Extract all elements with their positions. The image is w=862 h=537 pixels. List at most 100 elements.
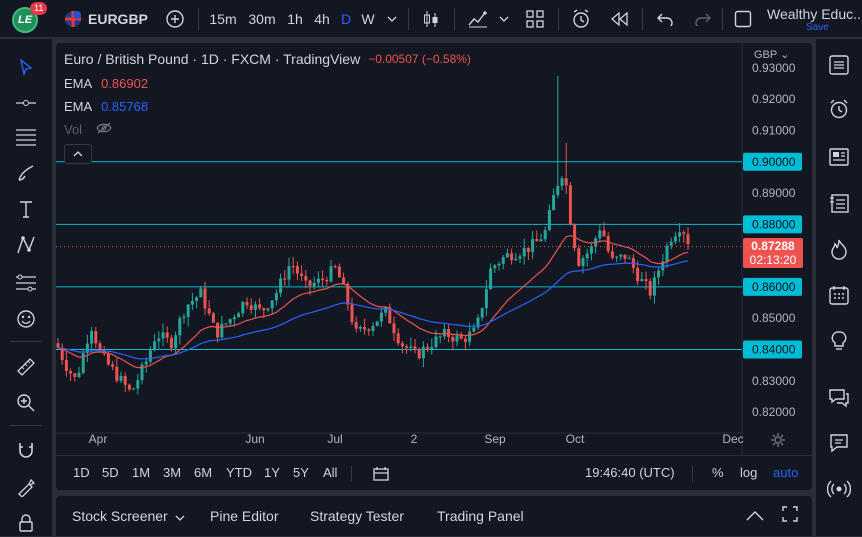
- lock-drawing-icon[interactable]: [12, 473, 40, 501]
- candle-body: [249, 305, 253, 310]
- screener-dropdown-icon[interactable]: [175, 509, 185, 524]
- hotlists-icon[interactable]: [825, 235, 853, 263]
- chat-icon[interactable]: [825, 429, 853, 457]
- goto-date-icon[interactable]: [372, 466, 390, 485]
- symbol-search[interactable]: EURGBP: [88, 11, 148, 27]
- auto-scale-toggle[interactable]: auto: [773, 465, 799, 480]
- ideas-lightbulb-icon[interactable]: [825, 327, 853, 355]
- time-tick-label: Jul: [327, 432, 342, 446]
- timeframe-30m[interactable]: 30m: [248, 11, 276, 27]
- emoji-icon[interactable]: [12, 305, 40, 333]
- ruler-icon[interactable]: [12, 353, 40, 381]
- price-tick-label: 0.90000: [752, 155, 796, 169]
- magnet-icon[interactable]: [12, 437, 40, 465]
- news-icon[interactable]: [825, 143, 853, 171]
- candle-body: [472, 327, 476, 332]
- utc-clock[interactable]: 19:46:40 (UTC): [585, 465, 675, 480]
- tab-trading-panel[interactable]: Trading Panel: [437, 508, 524, 524]
- prediction-icon[interactable]: [12, 269, 40, 297]
- percent-toggle[interactable]: %: [712, 465, 724, 480]
- candle-body: [325, 280, 329, 282]
- range-1m[interactable]: 1M: [132, 465, 151, 480]
- candle-body: [384, 307, 388, 313]
- timeframe-w[interactable]: W: [361, 11, 375, 27]
- ema-slow-legend[interactable]: EMA 0.85768: [64, 99, 148, 114]
- maximize-panel-icon[interactable]: [782, 506, 798, 525]
- undo-icon[interactable]: [652, 0, 678, 38]
- chats-icon[interactable]: [825, 383, 853, 411]
- ema-fast-legend[interactable]: EMA 0.86902: [64, 76, 148, 91]
- redo-icon[interactable]: [690, 0, 716, 38]
- candle-body: [396, 333, 400, 344]
- zoom-in-icon[interactable]: [12, 389, 40, 417]
- price-tick-label: 0.84000: [752, 342, 796, 356]
- candle-body: [224, 323, 228, 325]
- candle-body: [90, 331, 94, 344]
- range-1d[interactable]: 1D: [73, 465, 90, 480]
- ema-fast-value: 0.86902: [101, 76, 149, 91]
- lock-icon[interactable]: [12, 509, 40, 537]
- volume-legend[interactable]: Vol: [64, 122, 112, 137]
- streams-icon[interactable]: [825, 475, 853, 503]
- bar-countdown: 02:13:20: [749, 252, 797, 267]
- indicators-icon[interactable]: [464, 0, 492, 38]
- time-axis-settings-icon[interactable]: [770, 432, 786, 451]
- cursor-icon[interactable]: [12, 53, 40, 81]
- last-price-value: 0.87288: [751, 238, 795, 253]
- candle-body: [640, 279, 644, 282]
- candle-body: [421, 346, 425, 359]
- candle-body: [426, 346, 430, 349]
- candle-body: [522, 247, 526, 257]
- candles-icon[interactable]: [418, 0, 444, 38]
- trendline-icon[interactable]: [12, 89, 40, 117]
- save-label[interactable]: Save: [806, 22, 829, 33]
- range-1y[interactable]: 1Y: [264, 465, 280, 480]
- calendar-icon[interactable]: [825, 281, 853, 309]
- indicators-dropdown-icon[interactable]: [496, 0, 512, 38]
- candle-body: [300, 273, 304, 276]
- range-6m[interactable]: 6M: [194, 465, 213, 480]
- candle-body: [266, 308, 270, 311]
- watchlist-icon[interactable]: [825, 51, 853, 79]
- layout-grid-icon[interactable]: [522, 0, 548, 38]
- fib-retracement-icon[interactable]: [12, 123, 40, 151]
- range-5y[interactable]: 5Y: [293, 465, 309, 480]
- timeframe-d[interactable]: D: [340, 11, 352, 27]
- timeframe-15m[interactable]: 15m: [209, 11, 237, 27]
- alert-icon[interactable]: [568, 0, 594, 38]
- log-toggle[interactable]: log: [740, 465, 758, 480]
- pattern-icon[interactable]: [12, 231, 40, 259]
- symbol-title: Euro / British Pound · 1D · FXCM · Tradi…: [64, 51, 361, 67]
- fullscreen-layout-icon[interactable]: [730, 0, 756, 38]
- collapse-legend-button[interactable]: [64, 144, 92, 164]
- compare-symbol-button[interactable]: [162, 0, 188, 38]
- alarm-clock-icon[interactable]: [825, 95, 853, 123]
- candle-body: [589, 246, 593, 254]
- candle-body: [510, 253, 514, 261]
- tab-pine-editor[interactable]: Pine Editor: [210, 508, 279, 524]
- candle-body: [568, 185, 572, 225]
- timeframe-dropdown-icon[interactable]: [384, 0, 400, 38]
- range-all[interactable]: All: [323, 465, 338, 480]
- layout-name[interactable]: Wealthy Educ...: [767, 6, 862, 22]
- range-5d[interactable]: 5D: [102, 465, 119, 480]
- data-window-icon[interactable]: [825, 189, 853, 217]
- text-tool-icon[interactable]: [12, 195, 40, 223]
- brush-icon[interactable]: [12, 159, 40, 187]
- candle-body: [610, 251, 614, 258]
- currency-label[interactable]: GBP ⌄: [754, 49, 790, 61]
- price-chart[interactable]: 0.93000 0.92000 0.91000 0.90000 0.89000 0.880…: [56, 43, 812, 490]
- eye-hidden-icon[interactable]: [96, 122, 112, 137]
- range-ytd[interactable]: YTD: [226, 465, 252, 480]
- price-tick-label: 0.93000: [752, 61, 796, 75]
- candle-body: [56, 343, 60, 348]
- timeframe-4h[interactable]: 4h: [314, 11, 330, 27]
- range-3m[interactable]: 3M: [163, 465, 182, 480]
- candle-body: [308, 280, 312, 287]
- replay-icon[interactable]: [606, 0, 632, 38]
- tab-strategy-tester[interactable]: Strategy Tester: [310, 508, 404, 524]
- collapse-panel-icon[interactable]: [746, 509, 764, 524]
- tab-stock-screener[interactable]: Stock Screener: [72, 508, 168, 524]
- chart-pane[interactable]: 0.93000 0.92000 0.91000 0.90000 0.89000 0.880…: [56, 43, 812, 490]
- timeframe-1h[interactable]: 1h: [287, 11, 303, 27]
